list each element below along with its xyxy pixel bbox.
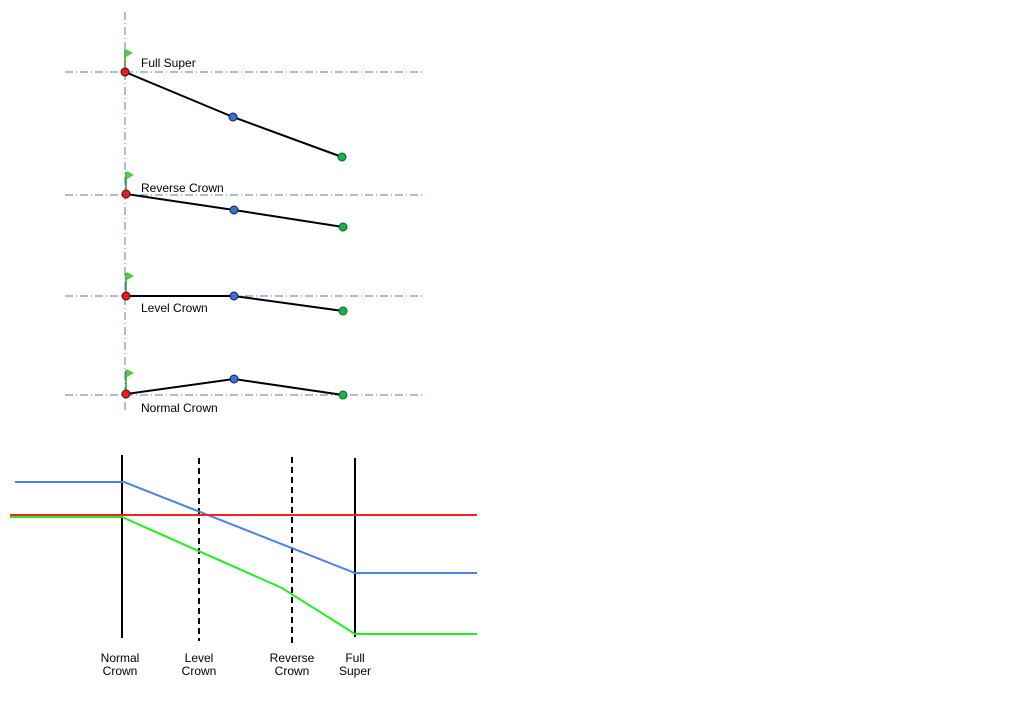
station-label: Crown	[103, 664, 138, 678]
profile-blue	[15, 481, 477, 574]
section-label: Reverse Crown	[141, 181, 224, 195]
section-label: Full Super	[141, 56, 196, 70]
section-level-crown: Level Crown	[121, 272, 348, 316]
station-label: Reverse	[270, 651, 315, 665]
station-label: Crown	[182, 664, 217, 678]
station-label: Full	[345, 651, 364, 665]
section-label: Normal Crown	[141, 401, 218, 415]
station-label: Super	[339, 664, 371, 678]
station-label: Level	[185, 651, 214, 665]
section-full-super: Full Super	[120, 49, 347, 162]
transition-diagram: Normal Crown Level Crown Reverse Crown F…	[10, 455, 477, 678]
station-label: Crown	[275, 664, 310, 678]
section-normal-crown: Normal Crown	[121, 369, 348, 415]
station-label: Normal	[101, 651, 140, 665]
section-reverse-crown: Reverse Crown	[121, 171, 348, 232]
profile-green	[10, 516, 477, 635]
section-label: Level Crown	[141, 301, 208, 315]
